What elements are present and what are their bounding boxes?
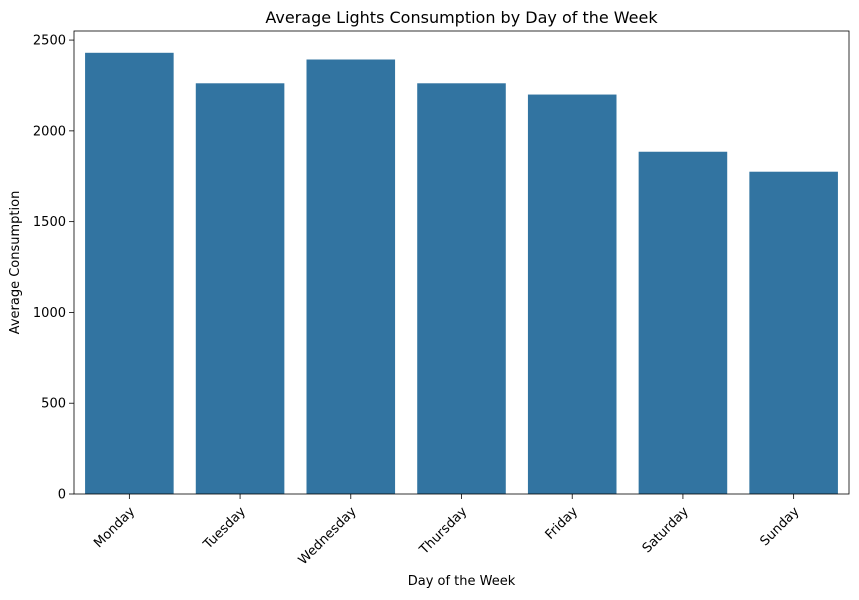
y-tick-label: 2000 <box>33 124 66 139</box>
chart-title: Average Lights Consumption by Day of the… <box>265 8 658 27</box>
x-tick-label-sunday: Sunday <box>757 504 802 549</box>
x-axis: Monday Tuesday Wednesday Thursday Friday Satu… <box>91 494 803 568</box>
bar-tuesday <box>195 83 285 495</box>
x-tick-label-monday: Monday <box>91 504 138 551</box>
bar-thursday <box>417 83 506 495</box>
y-axis: 0 500 1000 1500 2000 2500 <box>33 34 74 503</box>
x-axis-label: Day of the Week <box>408 574 516 589</box>
y-tick-label: 0 <box>58 488 66 503</box>
plot-area: 0 500 1000 1500 2000 2500 Monday Tuesday Wednes… <box>33 30 850 568</box>
bar-saturday <box>638 151 728 494</box>
y-tick-label: 1500 <box>33 215 66 230</box>
y-tick-label: 500 <box>41 397 66 412</box>
x-tick-label-friday: Friday <box>543 504 582 543</box>
y-tick-label: 2500 <box>33 34 66 49</box>
bar-monday <box>85 52 174 494</box>
y-tick-label: 1000 <box>33 306 66 321</box>
bars-group <box>85 52 838 495</box>
x-tick-label-thursday: Thursday <box>416 504 470 558</box>
bar-wednesday <box>306 59 396 494</box>
x-tick-label-saturday: Saturday <box>640 504 692 556</box>
bar-friday <box>527 94 617 495</box>
x-tick-label-wednesday: Wednesday <box>296 504 360 568</box>
x-tick-label-tuesday: Tuesday <box>200 504 249 553</box>
bar-sunday <box>749 171 838 494</box>
y-axis-label: Average Consumption <box>8 191 23 335</box>
